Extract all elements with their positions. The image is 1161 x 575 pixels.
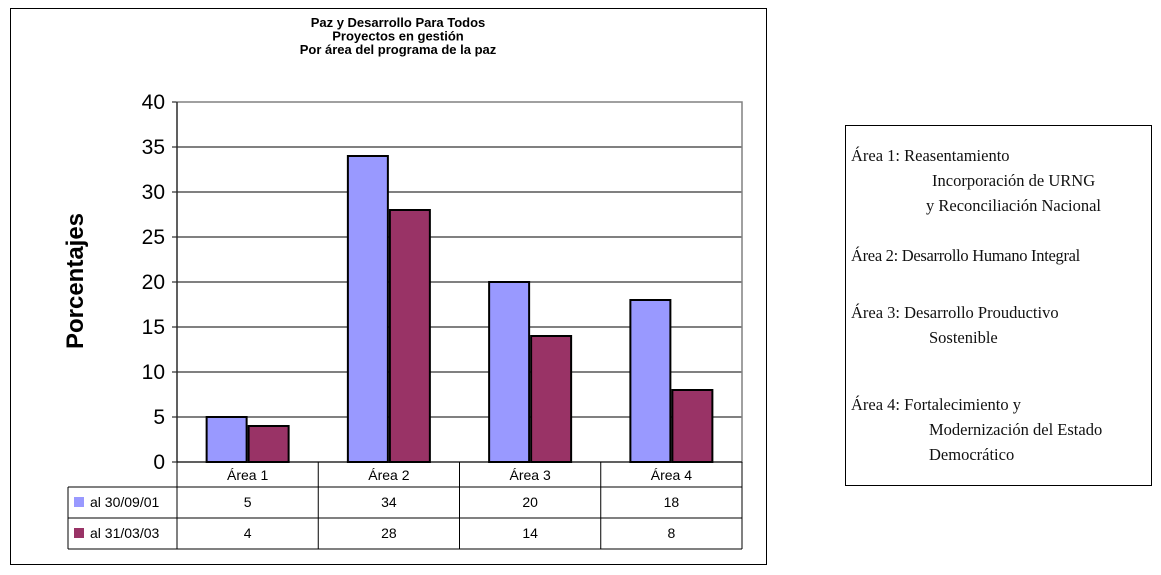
bar-series-2-1 — [247, 425, 290, 463]
y-tick-label: 5 — [153, 406, 165, 429]
y-tick-label: 40 — [142, 91, 165, 114]
area-3-label: Área 3: Desarrollo Prouductivo — [851, 303, 1059, 322]
data-label: 4 — [244, 525, 252, 541]
x-tick-label: Área 3 — [510, 467, 551, 483]
y-axis-label: Porcentajes — [62, 213, 89, 349]
chart-title-line-3: Por área del programa de la paz — [300, 42, 497, 57]
data-label: 8 — [667, 525, 675, 541]
bar-series-1-1 — [205, 416, 248, 463]
x-tick-label: Área 2 — [368, 467, 409, 483]
x-tick-label: Área 4 — [651, 467, 692, 483]
data-label: 20 — [522, 494, 538, 510]
area-4-line-3: Democrático — [929, 445, 1015, 464]
data-label: 18 — [664, 494, 680, 510]
area-legend-box: Área 1: Reasentamiento Incorporación de … — [845, 125, 1152, 486]
y-tick-label: 25 — [142, 226, 165, 249]
area-3-line-2: Sostenible — [929, 328, 998, 347]
chart-frame: Paz y Desarrollo Para Todos Proyectos en … — [10, 8, 767, 565]
area-4-label: Área 4: Fortalecimiento y — [851, 395, 1021, 414]
area-1-line-3: y Reconciliación Nacional — [926, 196, 1102, 215]
bar-series-2-2 — [388, 209, 431, 463]
y-tick-label: 0 — [153, 451, 165, 474]
area-2-label: Área 2: Desarrollo Humano Integral — [851, 246, 1080, 265]
bar-series-1-2 — [346, 155, 389, 463]
y-tick-label: 15 — [142, 316, 165, 339]
legend-swatch-1 — [74, 497, 84, 507]
y-tick-label: 35 — [142, 136, 165, 159]
data-label: 5 — [244, 494, 252, 510]
area-1-label: Área 1: Reasentamiento — [851, 146, 1010, 165]
x-tick-label: Área 1 — [227, 467, 268, 483]
legend-series-label: al 31/03/03 — [90, 525, 159, 541]
area-4-line-2: Modernización del Estado — [929, 420, 1103, 439]
y-tick-label: 20 — [142, 271, 165, 294]
area-1-line-2: Incorporación de URNG — [932, 171, 1096, 190]
chart-title-line-2: Proyectos en gestión — [332, 29, 464, 44]
data-label: 34 — [381, 494, 397, 510]
data-label: 14 — [522, 525, 538, 541]
bar-series-1-4 — [629, 299, 672, 463]
bar-series-1-3 — [488, 281, 531, 463]
bar-series-2-4 — [671, 389, 714, 463]
legend-series-label: al 30/09/01 — [90, 494, 159, 510]
y-tick-label: 30 — [142, 181, 165, 204]
data-label: 28 — [381, 525, 397, 541]
y-tick-label: 10 — [142, 361, 165, 384]
chart-title-line-1: Paz y Desarrollo Para Todos — [311, 15, 486, 30]
bar-series-2-3 — [530, 335, 573, 463]
legend-swatch-2 — [74, 528, 84, 538]
